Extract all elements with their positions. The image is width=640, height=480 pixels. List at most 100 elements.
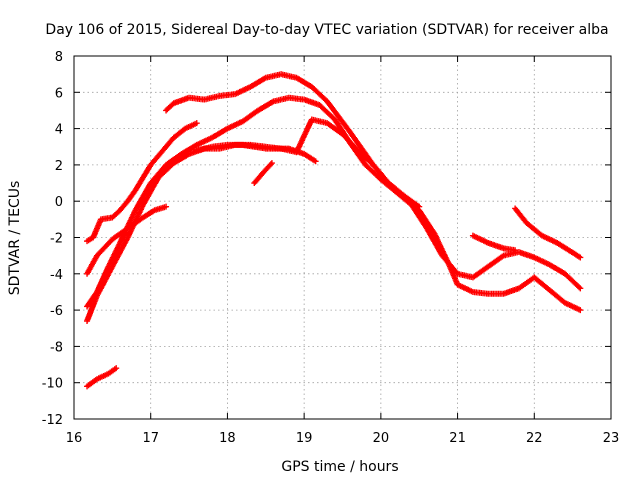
data-point-run: [164, 136, 176, 149]
data-point: [577, 307, 584, 314]
data-point: [113, 365, 120, 372]
data-point-run: [110, 208, 122, 220]
data-point-run: [540, 233, 559, 246]
x-tick-label: 23: [603, 431, 620, 446]
data-point-run: [133, 176, 146, 192]
series-track-6: [84, 365, 120, 390]
data-marks: [84, 71, 584, 390]
y-tick-label: -10: [42, 377, 63, 392]
data-point-run: [118, 199, 130, 212]
data-point-run: [517, 281, 529, 291]
data-point-run: [310, 85, 329, 104]
y-tick-label: 4: [55, 123, 63, 138]
y-tick-label: 6: [55, 86, 63, 101]
data-point-run: [85, 377, 99, 389]
data-point-run: [164, 152, 183, 167]
x-tick-label: 21: [449, 431, 466, 446]
data-point-run: [95, 237, 115, 258]
data-point-run: [179, 142, 199, 157]
data-point: [312, 158, 319, 165]
data-point-run: [256, 99, 276, 113]
data-point-run: [172, 126, 187, 140]
data-point-run: [164, 101, 176, 113]
data-point-run: [110, 226, 130, 242]
data-point-run: [226, 119, 245, 131]
data-point-run: [317, 103, 337, 122]
data-point-run: [548, 262, 567, 276]
data-point-run: [471, 233, 490, 246]
data-point-run: [524, 221, 544, 238]
data-point-run: [363, 163, 383, 182]
data-point-run: [125, 188, 138, 203]
data-point: [163, 203, 170, 210]
data-point-run: [241, 108, 260, 124]
data-point-run: [95, 371, 110, 382]
data-point-run: [567, 248, 582, 260]
data-point-run: [386, 181, 406, 198]
series-track-9: [469, 232, 519, 254]
data-point-run: [260, 161, 274, 176]
x-tick-label: 22: [526, 431, 543, 446]
data-point-run: [107, 366, 118, 376]
data-point-run: [532, 255, 552, 267]
x-tick-label: 18: [219, 431, 236, 446]
data-point-run: [156, 145, 168, 158]
data-point-run: [294, 75, 314, 89]
data-point-run: [110, 236, 130, 269]
x-tick-label: 19: [296, 431, 313, 446]
data-point-run: [133, 181, 153, 212]
ticks: 16 17 18 19 20 21 22 23 -12 -10 -8 -6 -4 -2 0 2 4 6 8: [42, 50, 620, 446]
y-tick-label: 2: [55, 159, 63, 174]
data-point: [193, 120, 200, 127]
data-point-run: [156, 161, 176, 180]
series-track-5: [84, 203, 170, 277]
y-tick-label: -4: [50, 268, 63, 283]
x-tick-label: 16: [66, 431, 83, 446]
data-point-run: [356, 148, 375, 167]
data-point-run: [90, 217, 104, 239]
data-point-run: [183, 120, 199, 131]
data-point-run: [302, 151, 318, 164]
data-point-run: [172, 151, 191, 166]
data-point-run: [233, 84, 252, 97]
data-point-run: [555, 240, 571, 253]
series-track-7: [251, 160, 275, 187]
data-point-run: [471, 264, 490, 280]
data-point: [268, 160, 275, 167]
data-point-run: [85, 235, 95, 244]
data-point-run: [447, 265, 460, 287]
data-point: [577, 285, 584, 292]
data-point-run: [532, 275, 552, 293]
data-point-run: [106, 241, 123, 269]
data-point-run: [252, 172, 264, 185]
grid: [74, 56, 611, 419]
y-tick-label: -2: [50, 232, 63, 247]
data-point-run: [210, 126, 229, 140]
x-tick-label: 17: [142, 431, 159, 446]
y-tick-label: -12: [42, 413, 63, 428]
data-point-run: [371, 163, 391, 185]
data-point-run: [417, 208, 437, 236]
y-tick-label: -8: [50, 340, 63, 355]
data-point-run: [340, 132, 360, 153]
data-point-run: [325, 121, 345, 137]
y-tick-label: -6: [50, 304, 63, 319]
y-tick-label: 8: [55, 50, 63, 65]
data-point-run: [141, 208, 157, 220]
data-point-run: [94, 265, 115, 298]
series-track-1: [84, 120, 200, 245]
series-track-10: [512, 205, 584, 261]
data-point-run: [513, 206, 529, 225]
y-axis-title: SDTVAR / TECUs: [7, 181, 23, 296]
chart-title: Day 106 of 2015, Sidereal Day-to-day VTE…: [45, 22, 608, 38]
data-point-run: [248, 75, 268, 89]
data-point-run: [456, 282, 475, 295]
x-tick-label: 20: [373, 431, 390, 446]
data-point-run: [402, 193, 421, 213]
x-axis-title: GPS time / hours: [281, 459, 398, 475]
data-point: [577, 254, 584, 261]
data-point-run: [84, 254, 100, 276]
data-point-run: [325, 99, 353, 134]
